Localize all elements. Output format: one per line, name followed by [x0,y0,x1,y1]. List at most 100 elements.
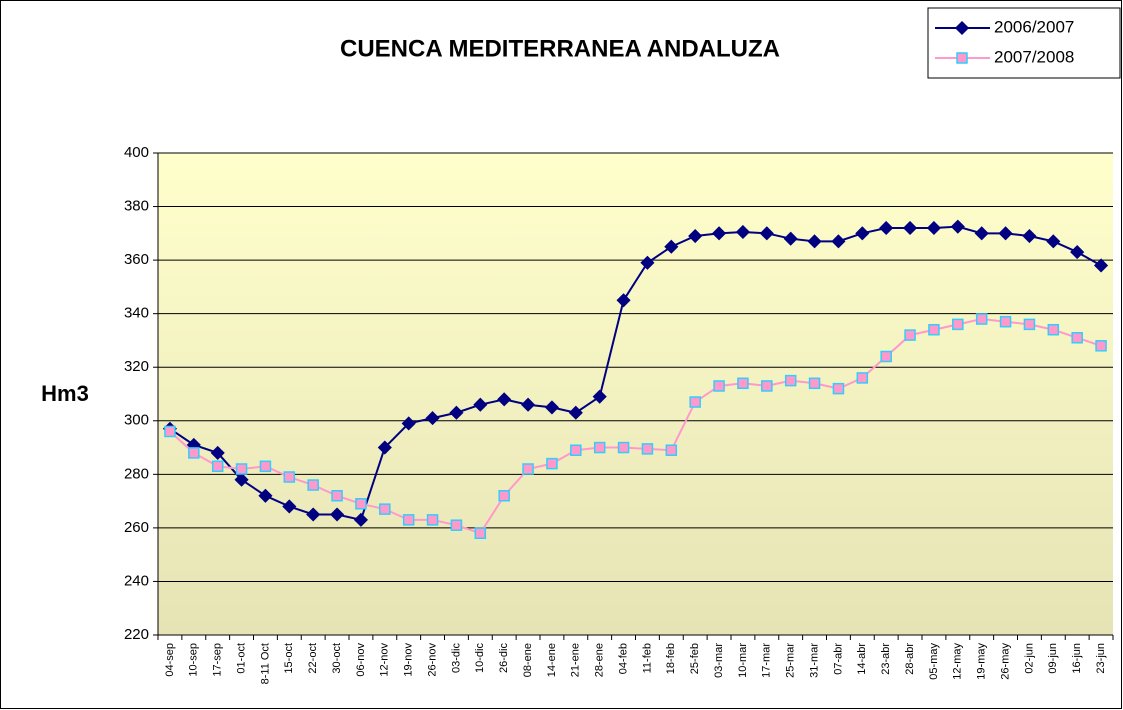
series-line [169,318,1102,535]
data-point [856,372,869,384]
x-tick-label: 23-abr [880,643,892,675]
data-point [498,490,510,502]
y-tick-label: 300 [124,412,149,429]
x-tick-label: 04-feb [617,643,629,674]
x-tick-label: 16-jun [1071,643,1083,674]
data-point [975,313,988,325]
x-tick-label: 12-nov [379,643,391,677]
data-point [497,392,512,407]
data-point [449,405,464,420]
y-tick-label: 400 [124,144,149,161]
data-point [974,226,989,241]
x-tick-label: 25-mar [785,643,797,678]
data-point [1071,332,1083,344]
legend-marker [954,20,970,36]
data-point [1022,228,1037,244]
x-tick-label: 28-abr [904,643,916,675]
x-tick-label: 14-ene [546,643,558,677]
data-point [188,447,200,459]
data-point [234,472,249,487]
data-point [474,527,487,539]
legend-label: 2006/2007 [994,17,1074,36]
x-tick-label: 10-dic [474,643,486,673]
x-tick-label: 06-nov [355,643,367,677]
data-point [903,220,918,236]
data-point [1023,318,1036,331]
data-point [379,503,391,515]
data-point [783,231,798,246]
data-point [568,405,583,420]
data-point [592,389,607,404]
data-point [235,463,248,475]
data-point [737,377,749,390]
x-tick-label: 8-11 Oct [259,643,271,684]
data-point [759,226,774,241]
data-point [377,440,392,455]
data-point [282,499,297,514]
y-tick-label: 240 [124,572,149,589]
data-point [688,228,703,244]
x-tick-label: 26-nov [426,643,438,677]
x-tick-label: 01-oct [235,643,247,674]
data-point [712,226,727,241]
data-point [617,441,630,454]
data-point [1093,258,1109,273]
data-point [307,479,319,491]
data-point [593,441,606,454]
y-axis-label: Hm3 [41,381,89,406]
data-point [998,226,1013,241]
data-point [855,226,870,241]
data-point [1070,245,1085,260]
x-tick-label: 25-feb [689,643,701,674]
series-line [169,225,1102,522]
data-point [999,315,1012,328]
data-point [807,234,822,249]
data-point [831,234,846,249]
data-point [402,514,415,526]
x-tick-label: 15-oct [283,643,295,674]
data-point [665,444,678,456]
x-tick-label: 31-mar [808,643,820,678]
legend-marker [956,52,968,64]
x-tick-label: 28-ene [594,643,606,677]
data-point [521,397,536,412]
x-tick-label: 17-sep [212,643,224,677]
y-tick-label: 340 [124,305,149,322]
data-point [164,425,176,438]
data-point [616,293,631,308]
data-point [522,463,534,475]
x-tick-label: 08-ene [522,643,534,677]
x-tick-label: 03-dic [450,643,462,673]
data-point [926,220,941,236]
x-tick-label: 19-nov [403,643,415,677]
data-point [664,239,679,254]
data-point [950,219,965,234]
x-tick-label: 18-feb [665,643,677,674]
data-point [761,380,773,392]
data-point [952,318,964,331]
y-tick-label: 320 [124,358,149,375]
data-point [808,377,821,390]
x-tick-label: 30-oct [331,643,343,674]
x-tick-label: 11-feb [641,643,653,673]
data-point [904,329,916,341]
data-point [1095,340,1107,352]
data-point [259,460,272,473]
data-point [544,400,559,415]
data-point [880,350,892,363]
x-tick-label: 10-sep [188,643,200,677]
data-point [450,519,463,531]
x-tick-label: 21-ene [570,643,582,677]
y-tick-label: 360 [124,251,149,268]
chart-title: CUENCA MEDITERRANEA ANDALUZA [340,35,780,62]
x-tick-label: 09-jun [1047,643,1059,674]
plot-area [158,153,1113,635]
y-tick-label: 280 [124,465,149,482]
data-point [640,255,655,270]
x-tick-label: 04-sep [164,643,176,677]
data-point [546,457,558,470]
data-point [879,220,894,236]
data-point [425,411,440,426]
x-tick-label: 26-may [999,643,1011,680]
